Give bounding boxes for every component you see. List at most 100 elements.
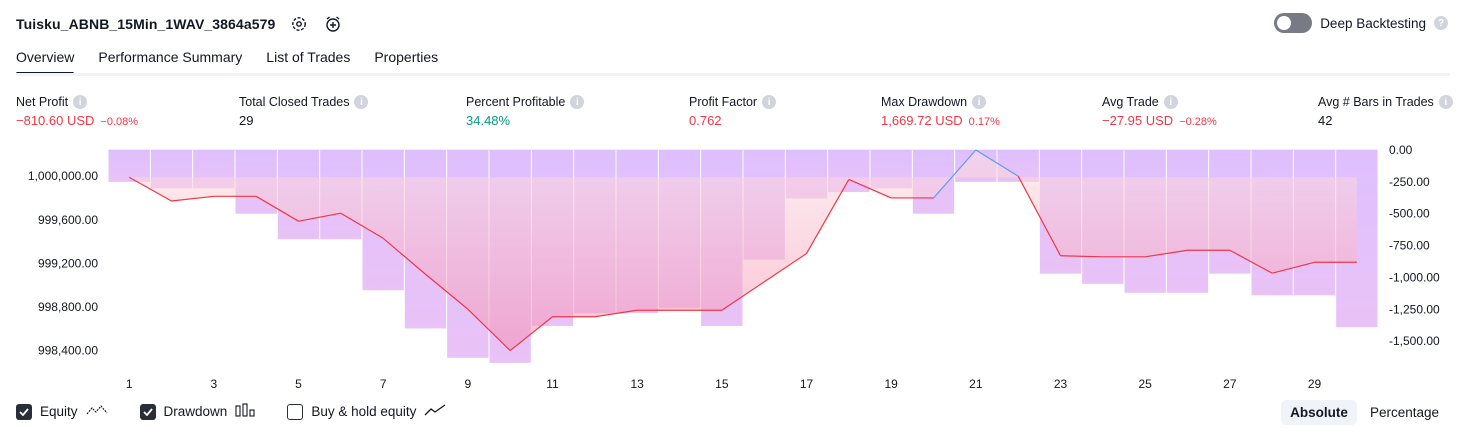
legend-drawdown-label: Drawdown — [163, 404, 228, 419]
stat-net-profit: Net Profit i −810.60 USD −0.08% — [16, 94, 138, 128]
settings-gear-icon[interactable] — [289, 14, 309, 34]
report-tabs: Overview Performance Summary List of Tra… — [16, 46, 439, 75]
y-right-tick-label: -1,250.00 — [1389, 302, 1440, 316]
drawdown-bar — [108, 150, 150, 182]
stat-label: Profit Factor — [689, 95, 758, 109]
equity-line-icon — [86, 403, 108, 420]
x-tick-label: 21 — [969, 377, 983, 391]
stat-total-closed-trades: Total Closed Trades i 29 — [239, 94, 369, 128]
stat-value: −810.60 USD — [16, 113, 95, 128]
equity-line-segment — [721, 281, 765, 311]
equity-line-segment — [848, 178, 892, 199]
x-tick-label: 11 — [546, 377, 559, 391]
equity-line-segment — [1229, 249, 1273, 274]
stat-label: Max Drawdown — [881, 95, 968, 109]
stat-value: 0.762 — [689, 113, 722, 128]
equity-line-segment — [425, 273, 469, 310]
stat-label: Total Closed Trades — [239, 95, 350, 109]
y-right-tick-label: -250.00 — [1389, 175, 1430, 189]
stat-value: 1,669.72 USD — [881, 113, 963, 128]
x-tick-label: 19 — [884, 377, 898, 391]
stat-value: 34.48% — [466, 113, 511, 128]
stat-value: 42 — [1318, 113, 1333, 128]
x-tick-label: 1 — [126, 377, 133, 391]
stat-label: Net Profit — [16, 95, 69, 109]
chart-legend: Equity Drawdown Buy & hold equity — [16, 403, 478, 420]
y-right-tick-label: -500.00 — [1389, 207, 1430, 221]
equity-line-segment — [594, 309, 638, 318]
equity-line-segment — [255, 195, 299, 222]
percentage-button[interactable]: Percentage — [1369, 405, 1439, 420]
equity-line-segment — [1017, 175, 1062, 257]
stat-percent: 0.17% — [968, 116, 1000, 128]
strategy-name: Tuisku_ABNB_15Min_1WAV_3864a579 — [16, 16, 276, 32]
y-right-tick-label: -750.00 — [1389, 239, 1430, 253]
info-icon[interactable]: i — [354, 95, 369, 109]
tab-list-of-trades[interactable]: List of Trades — [266, 49, 351, 65]
legend-equity-label: Equity — [40, 404, 78, 419]
equity-line-segment — [298, 212, 341, 222]
alarm-add-icon[interactable] — [323, 14, 343, 34]
equity-drawdown-chart: 1,000,000.00 999,600.00 999,200.00 998,800.… — [28, 143, 1440, 391]
info-icon[interactable]: i — [1163, 95, 1178, 109]
x-tick-label: 23 — [1054, 377, 1068, 391]
equity-line-segment — [340, 212, 384, 239]
y-right-tick-label: -1,000.00 — [1389, 270, 1440, 284]
buy-hold-checkbox[interactable] — [287, 403, 304, 420]
legend-drawdown[interactable]: Drawdown — [139, 403, 256, 420]
equity-area — [129, 150, 1357, 351]
equity-line-segment — [467, 308, 511, 351]
y-right-tick-label: 0.00 — [1389, 143, 1413, 157]
x-tick-label: 27 — [1223, 377, 1237, 391]
equity-line-segment — [1145, 249, 1188, 258]
tab-properties[interactable]: Properties — [374, 49, 439, 65]
buy-hold-line-icon — [424, 403, 446, 420]
deep-backtesting-label: Deep Backtesting — [1320, 15, 1426, 31]
x-tick-label: 7 — [380, 377, 387, 391]
y-left-tick-label: 999,600.00 — [38, 213, 98, 227]
info-icon[interactable]: i — [1438, 95, 1453, 109]
stat-avg-bars: Avg # Bars in Trades i 42 — [1318, 94, 1453, 128]
scale-toggle: Absolute Percentage — [1281, 400, 1448, 425]
stat-label: Percent Profitable — [466, 95, 566, 109]
info-icon[interactable]: i — [972, 95, 987, 109]
info-icon[interactable]: i — [73, 95, 88, 109]
equity-checkbox[interactable] — [16, 403, 32, 420]
info-icon[interactable]: i — [570, 95, 585, 109]
info-icon[interactable]: i — [762, 95, 777, 109]
x-tick-label: 5 — [295, 377, 302, 391]
tab-performance-summary[interactable]: Performance Summary — [98, 49, 243, 65]
x-tick-label: 29 — [1308, 377, 1322, 391]
stat-max-drawdown: Max Drawdown i 1,669.72 USD 0.17% — [881, 94, 1000, 128]
stat-value: −27.95 USD — [1102, 113, 1174, 128]
stat-label: Avg # Bars in Trades — [1318, 95, 1434, 109]
help-icon[interactable]: ? — [1434, 16, 1448, 30]
legend-buy-hold-label: Buy & hold equity — [311, 404, 417, 419]
y-left-tick-label: 998,800.00 — [38, 300, 98, 314]
y-left-tick-label: 999,200.00 — [38, 256, 98, 270]
legend-buy-hold[interactable]: Buy & hold equity — [287, 403, 446, 420]
equity-line-segment — [975, 149, 1019, 177]
stat-value: 29 — [239, 113, 254, 128]
stat-percent: −0.28% — [1179, 116, 1217, 128]
stat-label: Avg Trade — [1102, 95, 1159, 109]
absolute-button[interactable]: Absolute — [1281, 400, 1357, 425]
equity-line-segment — [805, 179, 850, 254]
deep-backtesting: Deep Backtesting ? — [1274, 13, 1448, 33]
drawdown-checkbox[interactable] — [139, 403, 156, 420]
equity-line-segment — [1272, 261, 1315, 274]
toggle-knob — [1277, 16, 1292, 30]
strategy-header: Tuisku_ABNB_15Min_1WAV_3864a579 — [16, 13, 343, 35]
drawdown-bars-icon — [235, 403, 255, 420]
equity-line-segment — [171, 195, 214, 202]
tab-overview[interactable]: Overview — [16, 46, 75, 75]
equity-line-segment — [763, 253, 807, 283]
equity-line-segment — [1060, 255, 1103, 258]
x-tick-label: 13 — [630, 377, 644, 391]
legend-equity[interactable]: Equity — [16, 403, 108, 420]
x-tick-label: 9 — [464, 377, 471, 391]
deep-backtesting-toggle[interactable] — [1274, 13, 1313, 33]
equity-line-segment — [382, 237, 426, 275]
x-tick-label: 17 — [800, 377, 814, 391]
equity-line-segment — [509, 316, 553, 352]
